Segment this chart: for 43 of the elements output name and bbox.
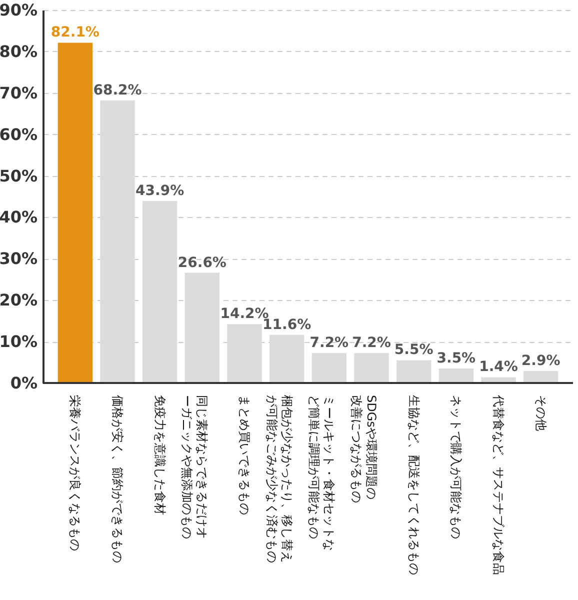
bar xyxy=(184,272,220,383)
bar xyxy=(269,334,304,383)
data-label: 3.5% xyxy=(436,350,476,366)
x-tick-label: 生協など、配送をしてくれるもの xyxy=(406,395,421,575)
bar xyxy=(396,360,432,383)
x-tick-label: その他 xyxy=(534,395,548,431)
data-label: 68.2% xyxy=(93,82,142,98)
bar xyxy=(58,42,93,383)
y-tick-label: 50% xyxy=(0,166,38,186)
y-tick-label: 70% xyxy=(0,83,38,102)
y-tick-label: 60% xyxy=(0,124,38,144)
y-tick-label: 30% xyxy=(0,249,38,268)
bar xyxy=(354,353,389,383)
bar xyxy=(100,100,135,383)
y-tick-label: 20% xyxy=(0,290,38,310)
y-tick-label: 90% xyxy=(0,0,38,20)
data-label: 7.2% xyxy=(352,335,391,352)
bar xyxy=(142,201,178,383)
x-tick-label: 梱包が少なかったり、移し替えが可能なごみが少なく済むもの xyxy=(264,395,294,563)
x-tick-label: 代替食など、サステナブルな食品 xyxy=(491,394,506,575)
y-tick-label: 10% xyxy=(0,332,38,352)
x-tick-label: 免疫力を意識した食材 xyxy=(152,395,167,515)
x-tick-label: 価格が安く、節約ができるもの xyxy=(110,395,125,563)
x-tick-label: SDGsや環境問題の改善につながるもの xyxy=(350,395,378,503)
x-tick-label: ネットで購入が可能なもの xyxy=(449,395,464,539)
bar xyxy=(227,324,262,383)
data-label: 82.1% xyxy=(50,24,100,41)
y-tick-label: 80% xyxy=(0,42,38,61)
data-label: 7.2% xyxy=(310,335,349,352)
data-label: 43.9% xyxy=(136,183,184,200)
data-label: 2.9% xyxy=(521,352,560,369)
y-tick-label: 40% xyxy=(0,208,38,227)
bar xyxy=(438,368,474,383)
x-tick-label: ミールキット・食材セットなど簡単に調理が可能なもの xyxy=(307,395,336,551)
y-tick-label: 0% xyxy=(10,374,38,392)
bar xyxy=(523,370,558,383)
x-tick-label: まとめ買いできるもの xyxy=(238,395,252,515)
data-label: 5.5% xyxy=(394,342,434,358)
bar xyxy=(312,353,347,383)
data-label: 26.6% xyxy=(178,254,226,271)
x-tick-label: 栄養バランスが良くなるもの xyxy=(68,395,82,551)
data-label: 1.4% xyxy=(479,359,518,376)
x-tick-label: 同じ素材ならできるだけオーガニックや無添加のもの xyxy=(180,395,210,539)
